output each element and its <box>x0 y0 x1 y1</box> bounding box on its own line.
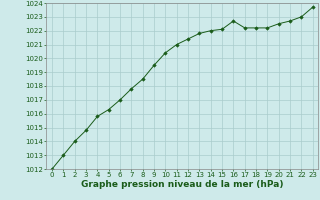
X-axis label: Graphe pression niveau de la mer (hPa): Graphe pression niveau de la mer (hPa) <box>81 180 284 189</box>
